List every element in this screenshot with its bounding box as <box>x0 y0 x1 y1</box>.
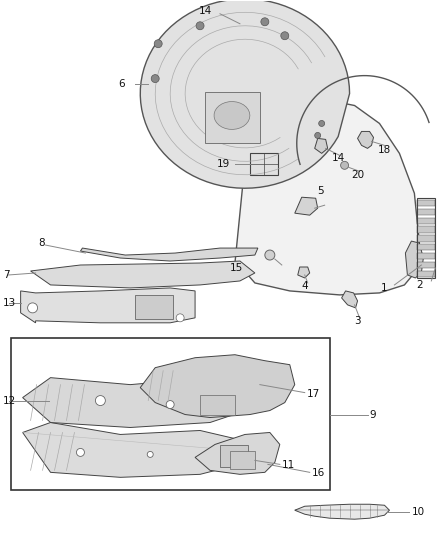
Text: 9: 9 <box>370 409 376 419</box>
Polygon shape <box>417 271 435 277</box>
Polygon shape <box>417 235 435 241</box>
Bar <box>11 338 330 490</box>
Polygon shape <box>314 139 328 154</box>
Polygon shape <box>417 227 435 233</box>
Polygon shape <box>31 261 255 288</box>
Polygon shape <box>23 378 258 427</box>
Polygon shape <box>195 432 280 474</box>
Polygon shape <box>140 0 350 188</box>
Circle shape <box>314 132 321 139</box>
Text: 16: 16 <box>312 469 325 478</box>
Circle shape <box>28 303 38 313</box>
Polygon shape <box>417 200 435 206</box>
Bar <box>135 295 173 319</box>
Text: 1: 1 <box>381 283 388 293</box>
Text: 15: 15 <box>230 263 243 273</box>
Polygon shape <box>295 504 389 519</box>
Circle shape <box>196 22 204 30</box>
Bar <box>417 198 435 278</box>
Polygon shape <box>81 248 258 261</box>
Text: 5: 5 <box>318 186 324 196</box>
Text: 20: 20 <box>352 170 365 180</box>
Polygon shape <box>23 423 260 478</box>
Circle shape <box>154 40 162 47</box>
Bar <box>220 446 248 467</box>
Polygon shape <box>295 197 318 215</box>
Bar <box>250 154 278 175</box>
Text: 7: 7 <box>3 270 9 280</box>
Circle shape <box>151 75 159 83</box>
Text: 14: 14 <box>199 6 212 16</box>
Polygon shape <box>214 102 250 130</box>
Circle shape <box>166 401 174 409</box>
Circle shape <box>147 451 153 457</box>
Text: 19: 19 <box>217 159 230 169</box>
Polygon shape <box>417 253 435 259</box>
Circle shape <box>176 314 184 322</box>
Text: 12: 12 <box>3 395 16 406</box>
Text: 10: 10 <box>411 507 424 517</box>
Polygon shape <box>417 217 435 224</box>
Bar <box>230 451 255 470</box>
Text: 2: 2 <box>417 280 424 290</box>
Text: 17: 17 <box>307 389 320 399</box>
Circle shape <box>77 448 85 456</box>
Polygon shape <box>406 241 424 278</box>
Text: 18: 18 <box>378 146 391 155</box>
Polygon shape <box>417 262 435 268</box>
Text: 4: 4 <box>302 281 308 291</box>
Polygon shape <box>417 209 435 215</box>
Circle shape <box>281 32 289 40</box>
Text: 11: 11 <box>282 461 295 470</box>
Circle shape <box>341 161 349 169</box>
Circle shape <box>261 18 269 26</box>
Polygon shape <box>140 355 295 417</box>
Circle shape <box>319 120 325 126</box>
Bar <box>200 394 235 415</box>
Text: 14: 14 <box>332 154 345 163</box>
Polygon shape <box>357 132 374 148</box>
Polygon shape <box>417 244 435 251</box>
Polygon shape <box>298 267 310 278</box>
Circle shape <box>95 395 106 406</box>
Circle shape <box>265 250 275 260</box>
Polygon shape <box>342 291 357 308</box>
Text: 8: 8 <box>39 238 45 248</box>
Bar <box>205 92 260 143</box>
Text: 13: 13 <box>3 298 16 308</box>
Polygon shape <box>235 101 419 295</box>
Text: 6: 6 <box>119 78 125 88</box>
Polygon shape <box>21 288 195 323</box>
Text: 3: 3 <box>355 316 361 326</box>
